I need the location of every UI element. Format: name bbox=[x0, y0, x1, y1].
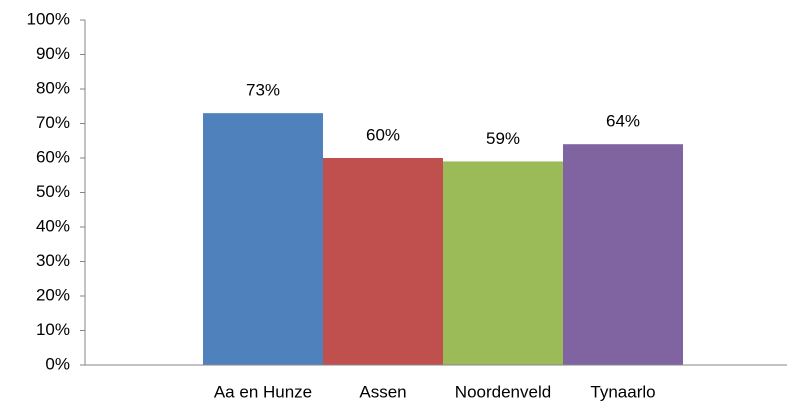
x-tick-label: Assen bbox=[359, 382, 406, 401]
y-tick-label: 50% bbox=[36, 182, 70, 201]
x-tick-label: Noordenveld bbox=[455, 382, 551, 401]
y-tick-label: 40% bbox=[36, 216, 70, 235]
y-tick-label: 0% bbox=[45, 354, 70, 373]
bar bbox=[443, 161, 563, 365]
y-tick-label: 70% bbox=[36, 113, 70, 132]
x-tick-label: Tynaarlo bbox=[590, 382, 655, 401]
y-tick-label: 10% bbox=[36, 320, 70, 339]
value-label: 59% bbox=[486, 129, 520, 148]
y-tick-label: 20% bbox=[36, 285, 70, 304]
x-tick-label: Aa en Hunze bbox=[214, 382, 312, 401]
y-tick-label: 30% bbox=[36, 251, 70, 270]
bar bbox=[563, 144, 683, 365]
value-label: 60% bbox=[366, 125, 400, 144]
y-tick-label: 80% bbox=[36, 78, 70, 97]
y-tick-label: 60% bbox=[36, 147, 70, 166]
bar bbox=[323, 158, 443, 365]
value-label: 64% bbox=[606, 112, 640, 131]
y-tick-label: 100% bbox=[27, 9, 70, 28]
value-label: 73% bbox=[246, 81, 280, 100]
y-tick-label: 90% bbox=[36, 44, 70, 63]
bar bbox=[203, 113, 323, 366]
